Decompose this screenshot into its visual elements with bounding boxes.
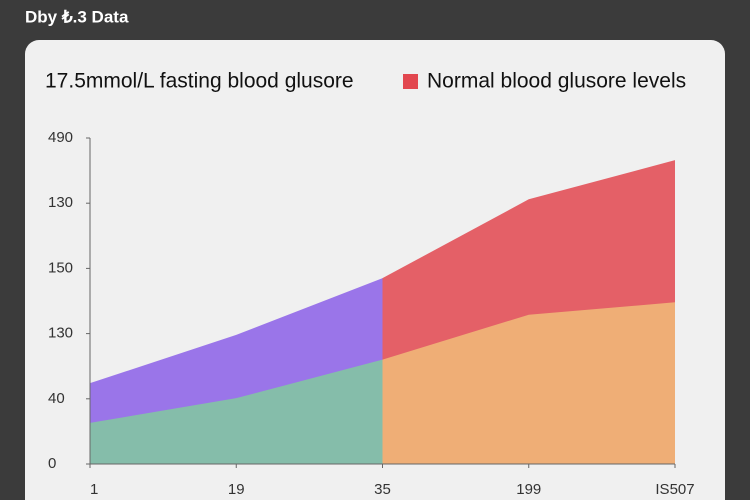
x-tick-label: 1 bbox=[90, 481, 98, 498]
inner-area bbox=[90, 359, 383, 464]
y-tick-label: 40 bbox=[48, 390, 65, 407]
inner-area bbox=[382, 302, 675, 464]
y-tick-label: 150 bbox=[48, 259, 73, 276]
y-tick-label: 130 bbox=[48, 325, 73, 342]
legend-label: 17.5mmol/L fasting blood glusore bbox=[45, 70, 354, 93]
legend-swatch bbox=[403, 74, 418, 89]
y-tick-label: 0 bbox=[48, 455, 56, 472]
x-tick-label: 19 bbox=[228, 481, 245, 498]
x-tick-label: IS507 bbox=[655, 481, 694, 498]
y-tick-label: 490 bbox=[48, 129, 73, 146]
legend-label: Normal blood glusore levels bbox=[427, 70, 686, 93]
header-title: Dby ₺.3 Data bbox=[25, 7, 129, 26]
y-tick-label: 130 bbox=[48, 194, 73, 211]
x-tick-label: 199 bbox=[516, 481, 541, 498]
x-tick-label: 35 bbox=[374, 481, 391, 498]
